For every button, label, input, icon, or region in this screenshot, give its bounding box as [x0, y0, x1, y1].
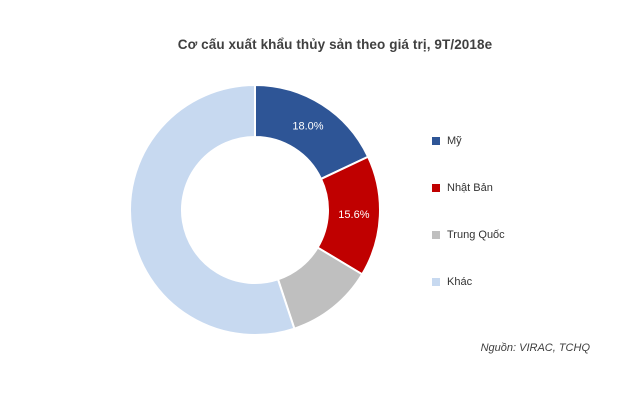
legend-item-nhat-ban: Nhật Bản [432, 181, 505, 194]
legend-label-khac: Khác [447, 275, 473, 288]
source-note: Nguồn: VIRAC, TCHQ [480, 342, 590, 354]
legend-swatch-my [432, 136, 440, 145]
legend-label-nhat-ban: Nhật Bản [447, 181, 493, 194]
donut-slice-4 [129, 84, 296, 336]
legend-swatch-trung-quoc [432, 230, 440, 239]
legend-label-my: Mỹ [447, 134, 462, 147]
legend-label-trung-quoc: Trung Quốc [447, 228, 505, 241]
chart-legend: Mỹ Nhật Bản Trung Quốc Khác [432, 135, 505, 323]
legend-item-khac: Khác [432, 275, 505, 288]
chart-title: Cơ cấu xuất khẩu thủy sản theo giá trị, … [177, 37, 493, 52]
legend-item-trung-quoc: Trung Quốc [432, 228, 505, 241]
legend-swatch-khac [432, 277, 440, 286]
slice-data-label-2: 15.6% [338, 209, 369, 221]
slice-data-label-1: 18.0% [292, 120, 323, 132]
legend-swatch-nhat-ban [432, 183, 440, 192]
legend-item-my: Mỹ [432, 134, 505, 147]
donut-chart: 18.0% 15.6% [129, 84, 381, 336]
